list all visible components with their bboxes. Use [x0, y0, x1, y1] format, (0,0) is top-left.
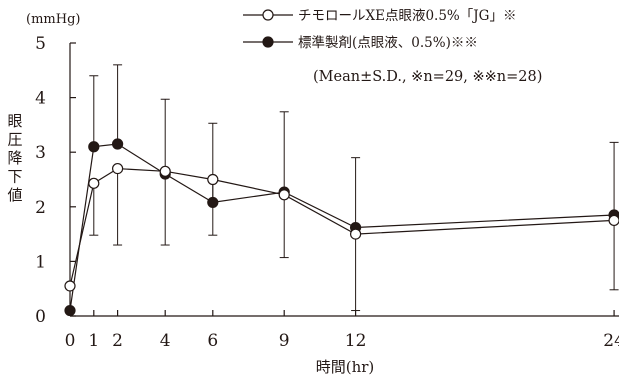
y-axis-title-char: 圧 — [7, 131, 22, 149]
series-line-test — [69, 167, 615, 287]
x-tick-label: 1 — [88, 331, 99, 351]
y-tick-label: 4 — [35, 89, 46, 109]
data-point-open-circle — [608, 214, 619, 227]
data-point-open-circle — [159, 165, 171, 177]
data-point-open-circle — [278, 189, 290, 201]
data-point-open-circle — [111, 162, 124, 175]
y-axis-title-char: 降 — [7, 149, 22, 167]
data-point-filled-circle — [207, 196, 219, 209]
data-point-filled-circle — [88, 141, 100, 153]
y-tick-label: 5 — [35, 34, 46, 54]
x-tick-label: 2 — [112, 331, 123, 351]
legend-label-test: チモロールXE点眼液0.5%「JG」※ — [298, 8, 516, 24]
y-axis-title-char: 値 — [7, 186, 22, 204]
y-tick-label: 1 — [35, 252, 46, 272]
y-tick-label: 0 — [35, 307, 46, 327]
x-tick-label: 9 — [279, 331, 290, 351]
legend-marker-open-circle — [262, 9, 274, 21]
x-tick-label: 6 — [207, 331, 218, 351]
data-point-open-circle — [64, 280, 76, 292]
data-point-open-circle — [88, 177, 100, 189]
legend-label-reference: 標準製剤(点眼液、0.5%)※※ — [298, 35, 478, 51]
x-tick-label: 24 — [603, 331, 619, 351]
data-point-filled-circle — [111, 138, 124, 150]
x-tick-label: 0 — [65, 331, 76, 351]
legend-marker-filled-circle — [262, 36, 274, 48]
x-axis-title: 時間(hr) — [316, 358, 375, 376]
y-tick-label: 3 — [35, 143, 46, 163]
data-point-open-circle — [207, 173, 219, 186]
plot-area: 0123450124691224 — [35, 34, 619, 351]
x-tick-label: 4 — [160, 331, 171, 351]
y-tick-label: 2 — [35, 198, 46, 218]
y-unit-label: (mmHg) — [26, 12, 80, 27]
data-point-filled-circle — [64, 304, 76, 317]
y-axis-title-char: 眼 — [7, 112, 22, 130]
stats-note: (Mean±S.D., ※n=29, ※※n=28) — [313, 69, 542, 85]
y-axis-title-char: 下 — [7, 168, 22, 186]
data-point-open-circle — [350, 228, 362, 240]
legend: チモロールXE点眼液0.5%「JG」※ 標準製剤(点眼液、0.5%)※※ — [243, 8, 516, 51]
x-tick-label: 12 — [345, 331, 367, 351]
